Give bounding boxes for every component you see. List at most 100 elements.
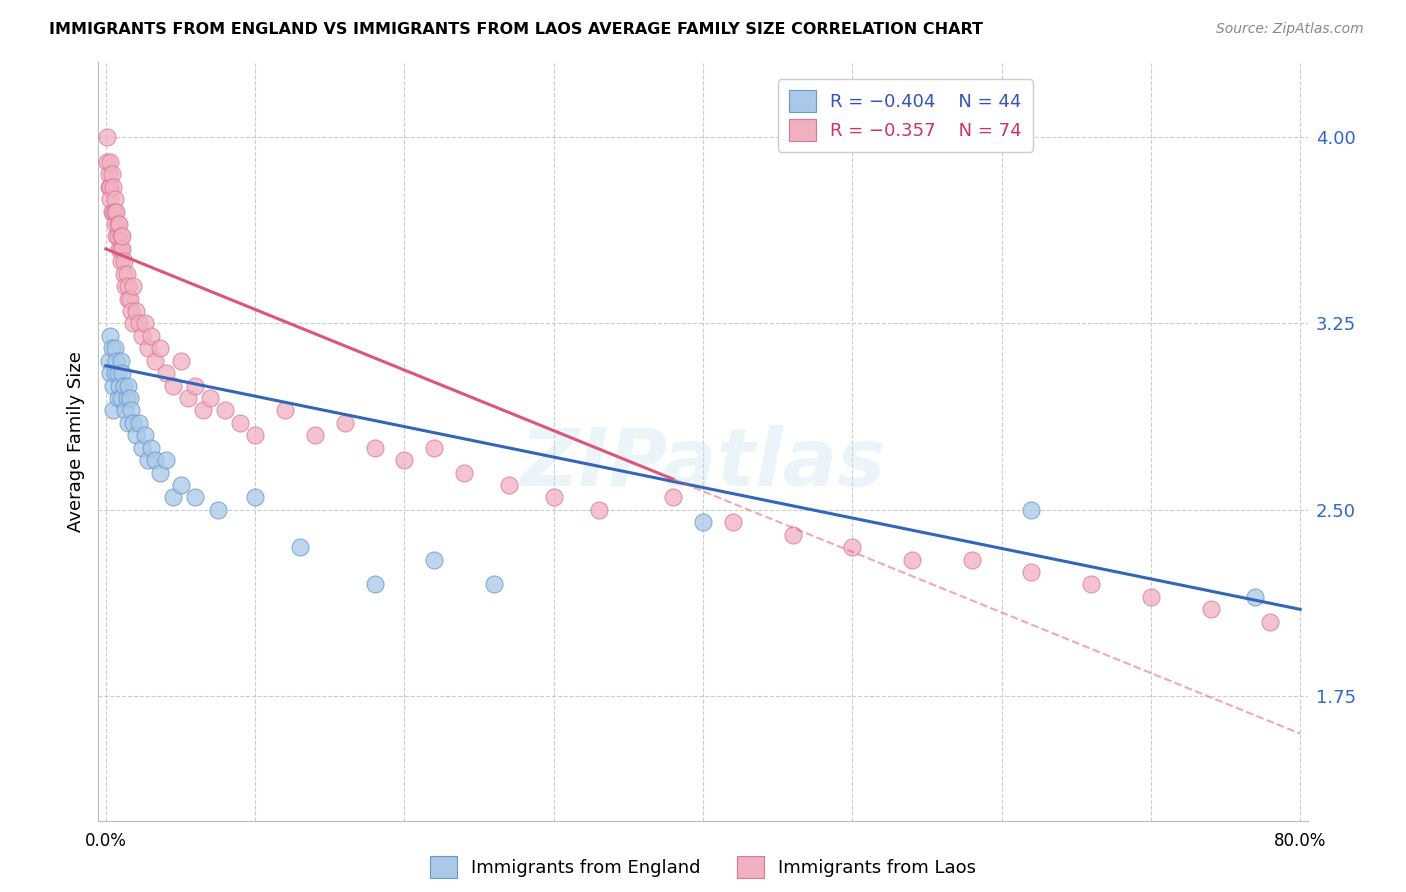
Point xyxy=(1258,615,1281,629)
Point xyxy=(423,441,446,455)
Point xyxy=(229,416,252,430)
Point xyxy=(120,304,142,318)
Point xyxy=(103,179,125,194)
Point xyxy=(107,391,129,405)
Point xyxy=(97,167,120,181)
Point xyxy=(149,466,172,480)
Point xyxy=(121,279,143,293)
Point xyxy=(184,378,207,392)
Point xyxy=(120,403,142,417)
Point xyxy=(288,540,311,554)
Point xyxy=(112,267,135,281)
Point xyxy=(97,179,120,194)
Point xyxy=(243,428,266,442)
Point xyxy=(482,577,505,591)
Point xyxy=(363,577,385,591)
Point xyxy=(114,279,136,293)
Point xyxy=(104,341,127,355)
Point xyxy=(1080,577,1102,591)
Point xyxy=(98,192,121,206)
Point xyxy=(110,242,132,256)
Point xyxy=(128,416,150,430)
Point xyxy=(543,491,565,505)
Point xyxy=(98,179,121,194)
Point xyxy=(162,378,184,392)
Point xyxy=(363,441,385,455)
Point xyxy=(169,478,191,492)
Point xyxy=(108,242,131,256)
Point xyxy=(191,403,214,417)
Point xyxy=(155,453,177,467)
Point xyxy=(104,192,127,206)
Point xyxy=(149,341,172,355)
Point xyxy=(118,292,141,306)
Point xyxy=(169,353,191,368)
Point xyxy=(111,242,134,256)
Point xyxy=(136,341,159,355)
Point xyxy=(110,353,132,368)
Point xyxy=(111,229,134,244)
Point xyxy=(96,154,118,169)
Text: 0.0%: 0.0% xyxy=(84,831,127,850)
Text: 80.0%: 80.0% xyxy=(1274,831,1326,850)
Point xyxy=(423,552,446,566)
Point xyxy=(243,491,266,505)
Point xyxy=(125,428,148,442)
Point xyxy=(214,403,236,417)
Point xyxy=(107,366,129,380)
Point xyxy=(177,391,200,405)
Point xyxy=(1021,503,1043,517)
Point xyxy=(960,552,983,566)
Point xyxy=(139,441,162,455)
Point xyxy=(1244,590,1267,604)
Point xyxy=(498,478,520,492)
Point xyxy=(1021,565,1043,579)
Point xyxy=(131,329,153,343)
Point xyxy=(98,366,121,380)
Point xyxy=(108,378,131,392)
Point xyxy=(662,491,685,505)
Point xyxy=(721,516,744,530)
Legend: Immigrants from England, Immigrants from Laos: Immigrants from England, Immigrants from… xyxy=(420,847,986,888)
Text: Source: ZipAtlas.com: Source: ZipAtlas.com xyxy=(1216,22,1364,37)
Point xyxy=(333,416,356,430)
Point xyxy=(101,204,124,219)
Point xyxy=(104,217,127,231)
Point xyxy=(98,329,121,343)
Point xyxy=(136,453,159,467)
Point xyxy=(841,540,863,554)
Point xyxy=(117,416,139,430)
Point xyxy=(588,503,610,517)
Point xyxy=(110,254,132,268)
Point xyxy=(96,130,118,145)
Point xyxy=(453,466,475,480)
Point xyxy=(105,229,128,244)
Point xyxy=(184,491,207,505)
Point xyxy=(112,254,135,268)
Point xyxy=(155,366,177,380)
Point xyxy=(1140,590,1163,604)
Point xyxy=(394,453,416,467)
Point xyxy=(108,217,131,231)
Point xyxy=(121,317,143,331)
Point xyxy=(128,317,150,331)
Point xyxy=(117,279,139,293)
Point xyxy=(98,154,121,169)
Point xyxy=(274,403,297,417)
Point xyxy=(143,453,166,467)
Point xyxy=(107,229,129,244)
Point xyxy=(304,428,326,442)
Point xyxy=(115,391,138,405)
Point xyxy=(125,304,148,318)
Point xyxy=(114,403,136,417)
Legend: R = −0.404    N = 44, R = −0.357    N = 74: R = −0.404 N = 44, R = −0.357 N = 74 xyxy=(778,79,1032,152)
Point xyxy=(105,204,128,219)
Point xyxy=(692,516,714,530)
Point xyxy=(103,378,125,392)
Y-axis label: Average Family Size: Average Family Size xyxy=(66,351,84,532)
Point xyxy=(103,204,125,219)
Text: IMMIGRANTS FROM ENGLAND VS IMMIGRANTS FROM LAOS AVERAGE FAMILY SIZE CORRELATION : IMMIGRANTS FROM ENGLAND VS IMMIGRANTS FR… xyxy=(49,22,983,37)
Point xyxy=(104,204,127,219)
Point xyxy=(107,217,129,231)
Point xyxy=(139,329,162,343)
